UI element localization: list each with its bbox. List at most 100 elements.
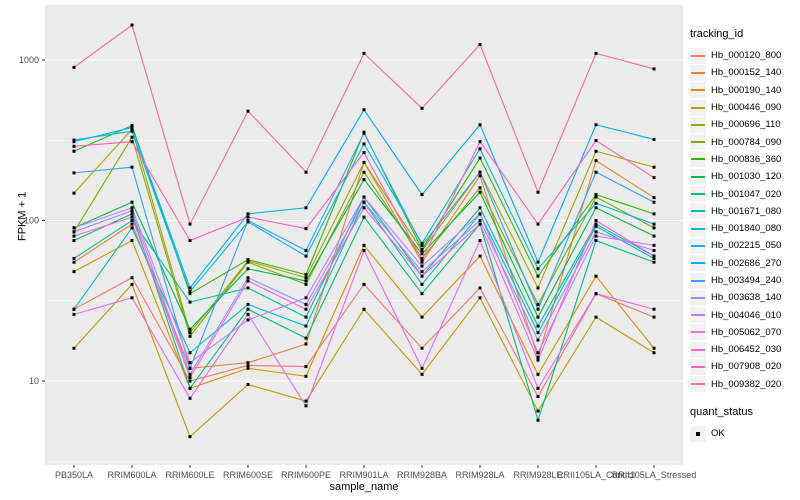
data-point bbox=[362, 178, 366, 182]
data-point bbox=[420, 366, 424, 370]
x-tick-label: RRIM928LA bbox=[455, 470, 504, 480]
data-point bbox=[652, 307, 656, 311]
data-point bbox=[304, 404, 308, 408]
data-point bbox=[362, 131, 366, 135]
data-point bbox=[188, 331, 192, 335]
data-point bbox=[72, 270, 76, 274]
data-point bbox=[72, 256, 76, 260]
data-point bbox=[478, 296, 482, 300]
legend-item: Hb_001671_080 bbox=[690, 203, 798, 220]
legend-item: Hb_000696_110 bbox=[690, 116, 798, 133]
data-point bbox=[246, 276, 250, 280]
data-point bbox=[130, 222, 134, 226]
data-point bbox=[246, 363, 250, 367]
data-point bbox=[246, 286, 250, 290]
legend-item: Hb_000784_090 bbox=[690, 133, 798, 151]
data-point bbox=[130, 125, 134, 129]
legend-item: Hb_002686_270 bbox=[690, 255, 798, 272]
data-point bbox=[594, 274, 598, 278]
legend-key-line-icon bbox=[690, 324, 706, 341]
legend-item-label: Hb_003494_240 bbox=[711, 275, 782, 286]
data-point bbox=[420, 315, 424, 319]
data-point bbox=[420, 106, 424, 110]
data-point bbox=[478, 239, 482, 243]
data-point bbox=[188, 327, 192, 331]
data-point bbox=[304, 170, 308, 174]
x-tick-label: RRIM901LA bbox=[339, 470, 388, 480]
data-point bbox=[478, 147, 482, 151]
data-point bbox=[536, 356, 540, 360]
data-point bbox=[188, 435, 192, 439]
legend-item-label: Hb_000152_140 bbox=[711, 67, 782, 79]
data-point bbox=[594, 315, 598, 319]
legend-item-label: Hb_000836_360 bbox=[711, 153, 782, 165]
data-point bbox=[130, 206, 134, 210]
legend-key-line-icon bbox=[690, 186, 706, 203]
data-point bbox=[246, 212, 250, 216]
data-point bbox=[246, 383, 250, 387]
data-point bbox=[304, 254, 308, 258]
legend-item: Hb_001030_120 bbox=[690, 168, 798, 185]
data-point bbox=[536, 358, 540, 362]
data-point bbox=[420, 270, 424, 274]
data-point bbox=[652, 176, 656, 180]
data-point bbox=[652, 315, 656, 319]
legend-item-label: Hb_000696_110 bbox=[711, 119, 781, 131]
data-point bbox=[246, 215, 250, 219]
legend-key-line-icon bbox=[690, 289, 706, 306]
legend-item: Hb_001047_020 bbox=[690, 185, 798, 203]
data-point bbox=[130, 276, 134, 280]
data-point bbox=[478, 140, 482, 144]
data-point bbox=[652, 196, 656, 200]
data-point bbox=[420, 282, 424, 286]
data-point bbox=[72, 312, 76, 316]
data-point bbox=[362, 282, 366, 286]
data-point bbox=[304, 315, 308, 319]
legend-key-line-icon bbox=[690, 341, 706, 358]
x-tick-label: RRIM600SE bbox=[223, 470, 273, 480]
legend-key-line-icon bbox=[690, 151, 706, 168]
y-axis-title: FPKM + 1 bbox=[16, 191, 29, 241]
data-point bbox=[188, 334, 192, 338]
legend-item-label: Hb_006452_030 bbox=[711, 344, 782, 356]
data-point bbox=[362, 142, 366, 146]
data-point bbox=[246, 260, 250, 264]
legend-item-label: Hb_002686_270 bbox=[711, 257, 782, 269]
data-point bbox=[536, 260, 540, 264]
legend-item-label: Hb_001671_080 bbox=[711, 205, 782, 217]
x-tick-label: RRIM600LA bbox=[107, 470, 156, 480]
data-point bbox=[72, 239, 76, 243]
data-point bbox=[420, 241, 424, 245]
data-point bbox=[652, 234, 656, 238]
ok-point-key-icon bbox=[690, 425, 706, 442]
data-point bbox=[536, 372, 540, 376]
data-point bbox=[72, 138, 76, 142]
data-point bbox=[362, 243, 366, 247]
data-point bbox=[536, 307, 540, 311]
data-point bbox=[652, 351, 656, 355]
x-tick-label: RRIM928BA bbox=[397, 470, 447, 480]
data-point bbox=[188, 290, 192, 294]
y-tick-label: 1000 bbox=[19, 55, 39, 65]
data-point bbox=[536, 409, 540, 413]
legend-key-line-icon bbox=[690, 237, 706, 254]
legend-item: Hb_000446_090 bbox=[690, 99, 798, 116]
data-point bbox=[304, 374, 308, 378]
data-point bbox=[652, 249, 656, 253]
x-tick-label: RRII105LA_Stressed bbox=[612, 470, 697, 480]
legend-key-line-icon bbox=[690, 255, 706, 272]
data-point bbox=[72, 234, 76, 238]
data-point bbox=[304, 296, 308, 300]
legend-key-line-icon bbox=[690, 203, 706, 220]
legend-key-line-icon bbox=[690, 134, 706, 151]
data-point bbox=[188, 386, 192, 390]
legend-key-line-icon bbox=[690, 64, 706, 81]
data-point bbox=[188, 239, 192, 243]
data-point bbox=[478, 170, 482, 174]
data-point bbox=[188, 396, 192, 400]
data-point bbox=[246, 366, 250, 370]
data-point bbox=[188, 286, 192, 290]
data-point bbox=[246, 361, 250, 365]
data-point bbox=[536, 267, 540, 271]
data-point bbox=[304, 273, 308, 277]
